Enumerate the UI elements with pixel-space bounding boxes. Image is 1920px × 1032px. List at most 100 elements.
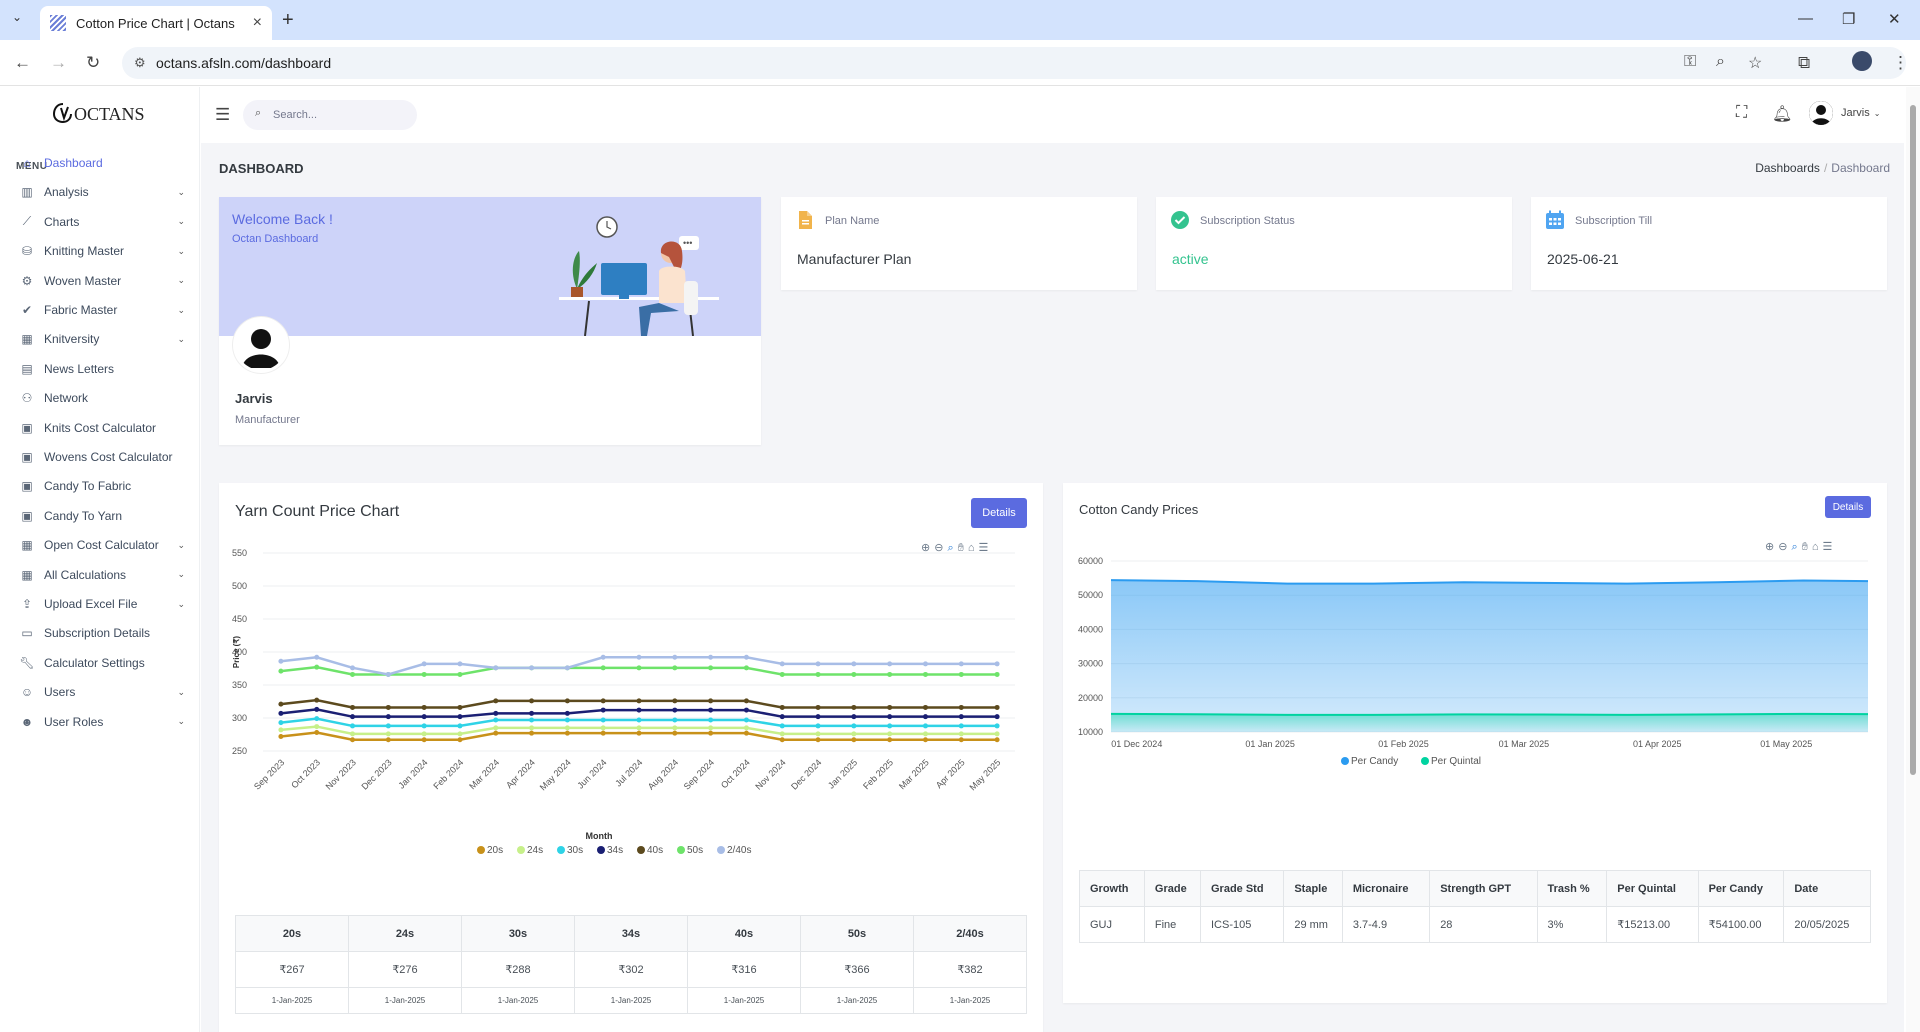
data-point[interactable]	[600, 730, 606, 736]
data-point[interactable]	[493, 717, 499, 723]
data-point[interactable]	[350, 704, 356, 710]
scrollbar-thumb[interactable]	[1910, 105, 1916, 775]
data-point[interactable]	[529, 710, 535, 716]
data-point[interactable]	[278, 727, 284, 733]
data-point[interactable]	[708, 654, 714, 660]
close-window-icon[interactable]: ✕	[1888, 11, 1901, 28]
data-point[interactable]	[887, 737, 893, 743]
sidebar-item-knitversity[interactable]: ▦ Knitversity ⌄	[20, 327, 185, 351]
sidebar-item-knitting-master[interactable]: ⛁ Knitting Master ⌄	[20, 239, 185, 263]
data-point[interactable]	[994, 661, 1000, 667]
data-point[interactable]	[636, 707, 642, 713]
sidebar-item-user-roles[interactable]: ☻ User Roles ⌄	[20, 710, 185, 734]
data-point[interactable]	[851, 731, 857, 737]
data-point[interactable]	[457, 714, 463, 720]
data-point[interactable]	[529, 717, 535, 723]
browser-tab[interactable]: Cotton Price Chart | Octans ×	[40, 6, 272, 40]
data-point[interactable]	[887, 671, 893, 677]
zoom-out-icon[interactable]: ⊖	[934, 542, 948, 554]
data-point[interactable]	[672, 730, 678, 736]
data-point[interactable]	[493, 710, 499, 716]
data-point[interactable]	[421, 661, 427, 667]
data-point[interactable]	[421, 731, 427, 737]
bell-icon[interactable]: 🔔︎	[1772, 106, 1793, 123]
legend-marker[interactable]	[1421, 757, 1429, 765]
data-point[interactable]	[385, 671, 391, 677]
data-point[interactable]	[314, 654, 320, 660]
data-point[interactable]	[779, 737, 785, 743]
data-point[interactable]	[350, 665, 356, 671]
legend-marker[interactable]	[637, 846, 645, 854]
data-point[interactable]	[672, 717, 678, 723]
brand-logo[interactable]: OCTANS	[52, 102, 145, 126]
data-point[interactable]	[636, 717, 642, 723]
data-point[interactable]	[815, 737, 821, 743]
data-point[interactable]	[600, 725, 606, 731]
data-point[interactable]	[636, 665, 642, 671]
data-point[interactable]	[350, 737, 356, 743]
data-point[interactable]	[743, 707, 749, 713]
data-point[interactable]	[922, 661, 928, 667]
data-point[interactable]	[385, 731, 391, 737]
data-point[interactable]	[421, 723, 427, 729]
sidebar-item-users[interactable]: ☺ Users ⌄	[20, 680, 185, 704]
data-point[interactable]	[958, 671, 964, 677]
data-point[interactable]	[457, 661, 463, 667]
zoom-select-icon[interactable]: ⌕	[1791, 541, 1802, 553]
back-icon[interactable]: ←	[14, 53, 31, 72]
data-point[interactable]	[743, 665, 749, 671]
sidebar-item-news-letters[interactable]: ▤ News Letters	[20, 357, 185, 381]
data-point[interactable]	[600, 717, 606, 723]
zoom-out-icon[interactable]: ⊖	[1778, 541, 1792, 553]
zoom-select-icon[interactable]: ⌕	[947, 542, 958, 554]
data-point[interactable]	[278, 733, 284, 739]
user-menu[interactable]: Jarvis ⌄	[1809, 101, 1880, 125]
data-point[interactable]	[994, 714, 1000, 720]
data-point[interactable]	[564, 725, 570, 731]
legend-label[interactable]: 24s	[527, 845, 543, 856]
sidebar-item-upload-excel-file[interactable]: ⇪ Upload Excel File ⌄	[20, 592, 185, 616]
data-point[interactable]	[815, 671, 821, 677]
breadcrumb-link[interactable]: Dashboards	[1755, 161, 1820, 175]
legend-label[interactable]: 30s	[567, 845, 583, 856]
data-point[interactable]	[708, 717, 714, 723]
data-point[interactable]	[314, 730, 320, 736]
data-point[interactable]	[314, 697, 320, 703]
sidebar-item-candy-to-fabric[interactable]: ▣ Candy To Fabric	[20, 474, 185, 498]
data-point[interactable]	[600, 665, 606, 671]
data-point[interactable]	[708, 725, 714, 731]
sidebar-item-woven-master[interactable]: ⚙ Woven Master ⌄	[20, 269, 185, 293]
data-point[interactable]	[815, 714, 821, 720]
close-tab-icon[interactable]: ×	[252, 14, 262, 31]
data-point[interactable]	[600, 707, 606, 713]
data-point[interactable]	[600, 698, 606, 704]
data-point[interactable]	[350, 671, 356, 677]
data-point[interactable]	[350, 723, 356, 729]
data-point[interactable]	[564, 698, 570, 704]
sidebar-item-charts[interactable]: ⟋ Charts ⌄	[20, 210, 185, 234]
legend-marker[interactable]	[717, 846, 725, 854]
data-point[interactable]	[851, 737, 857, 743]
data-point[interactable]	[564, 717, 570, 723]
data-point[interactable]	[385, 704, 391, 710]
data-point[interactable]	[994, 737, 1000, 743]
page-scrollbar[interactable]	[1906, 87, 1920, 1032]
data-point[interactable]	[493, 665, 499, 671]
sidebar-item-subscription-details[interactable]: ▭ Subscription Details	[20, 621, 185, 645]
bookmark-star-icon[interactable]: ☆	[1748, 55, 1763, 72]
data-point[interactable]	[922, 737, 928, 743]
legend-marker[interactable]	[677, 846, 685, 854]
sidebar-item-knits-cost-calculator[interactable]: ▣ Knits Cost Calculator	[20, 416, 185, 440]
reset-home-icon[interactable]: ⌂	[1811, 541, 1823, 553]
legend-label[interactable]: Per Quintal	[1431, 756, 1481, 767]
data-point[interactable]	[529, 725, 535, 731]
data-point[interactable]	[779, 731, 785, 737]
data-point[interactable]	[457, 731, 463, 737]
sidebar-item-candy-to-yarn[interactable]: ▣ Candy To Yarn	[20, 504, 185, 528]
data-point[interactable]	[958, 704, 964, 710]
data-point[interactable]	[922, 723, 928, 729]
data-point[interactable]	[314, 664, 320, 670]
sidebar-item-analysis[interactable]: ▥ Analysis ⌄	[20, 180, 185, 204]
data-point[interactable]	[385, 714, 391, 720]
data-point[interactable]	[457, 704, 463, 710]
